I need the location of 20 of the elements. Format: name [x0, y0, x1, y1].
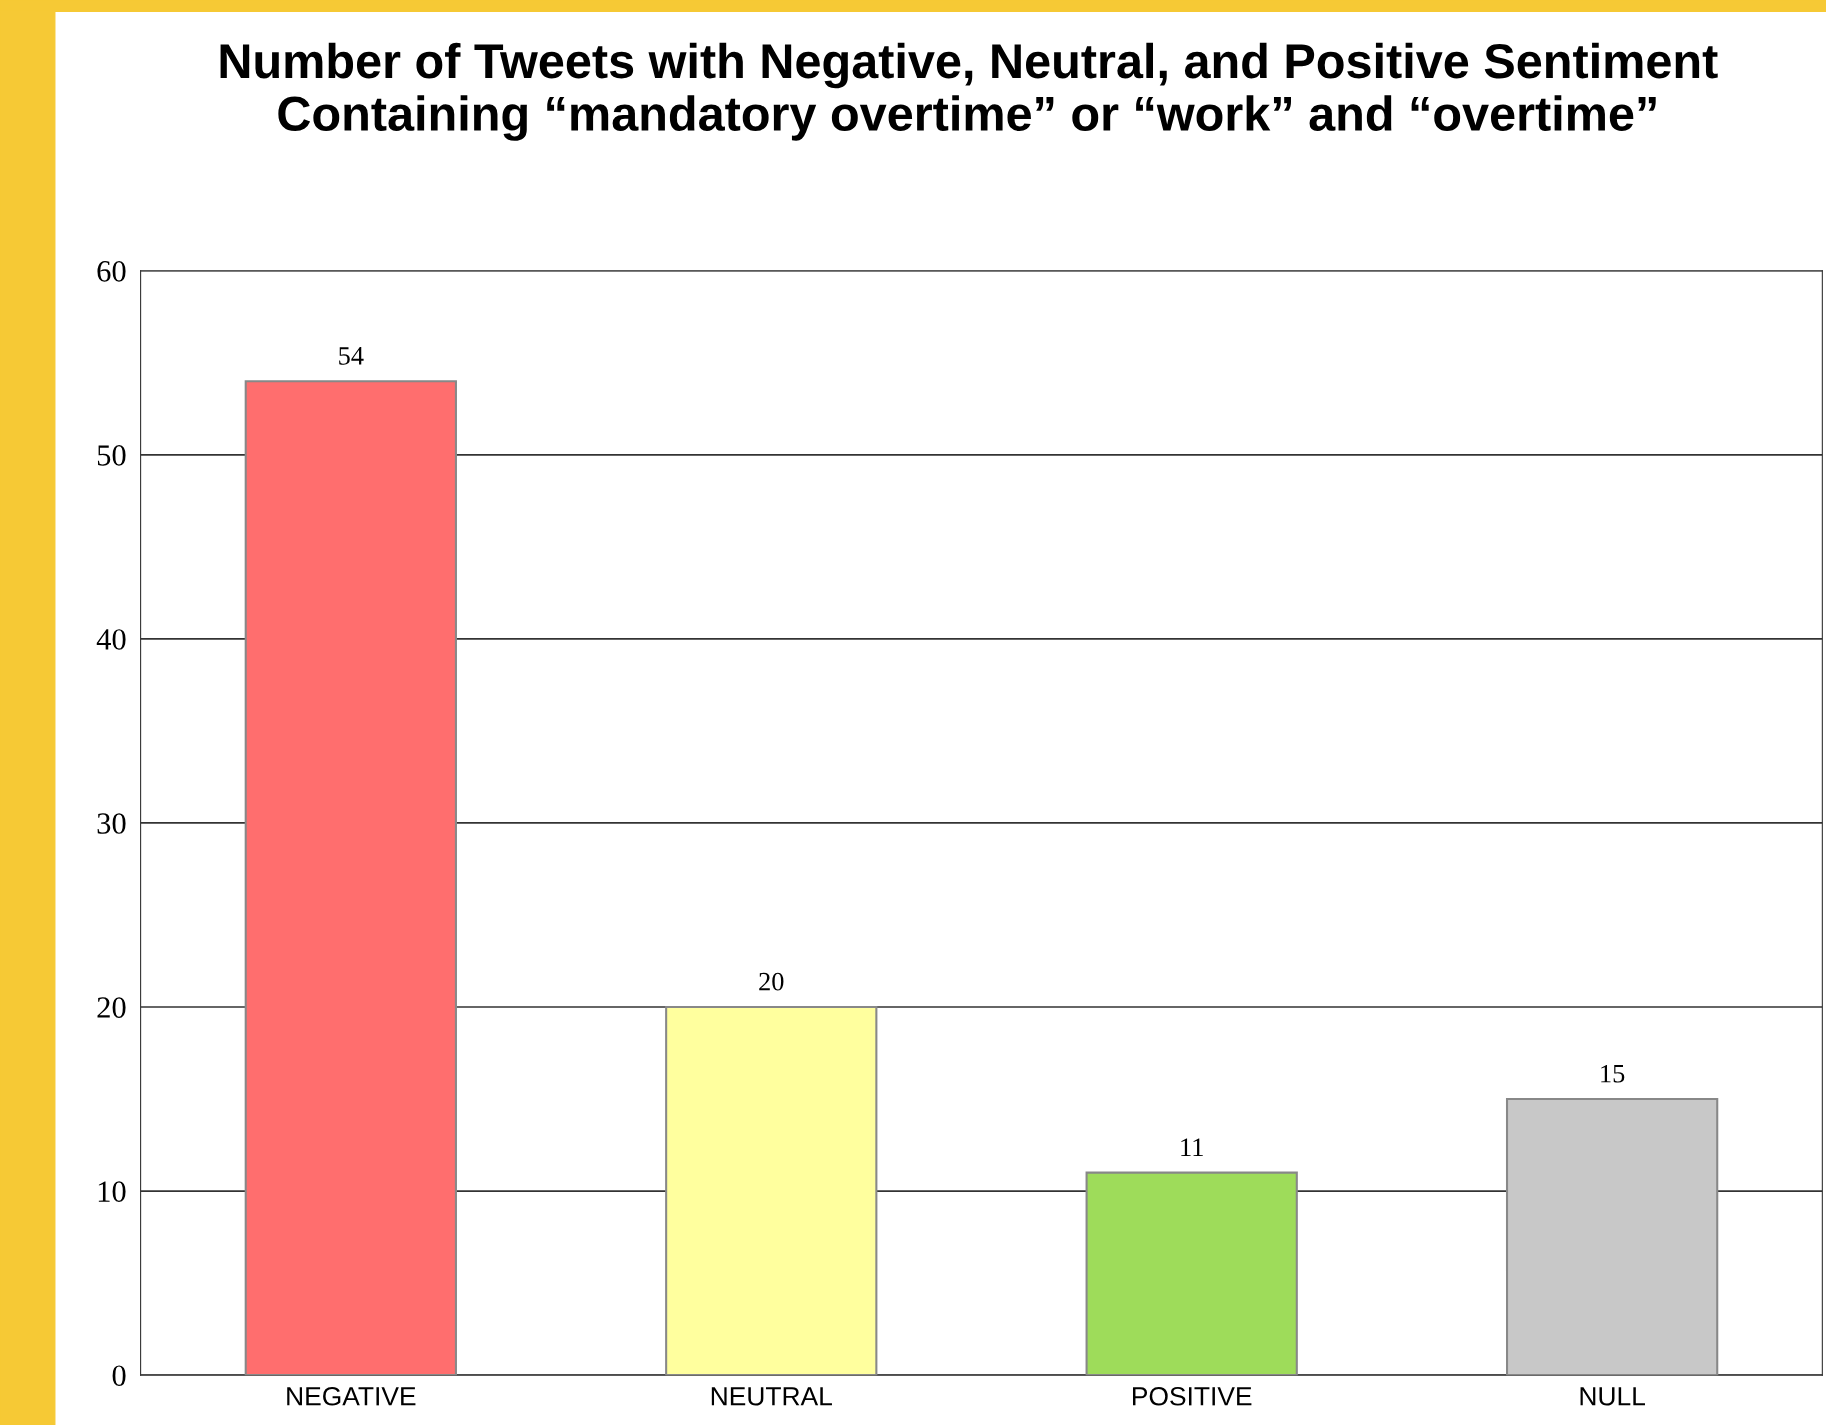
x-tick-label: NEUTRAL	[711, 1387, 832, 1406]
y-tick-label: 40	[96, 629, 126, 650]
y-tick-label: 20	[97, 997, 126, 1018]
y-tick-label: 0	[112, 1365, 126, 1387]
bar	[1085, 1171, 1298, 1376]
x-tick-label: NEGATIVE	[287, 1386, 416, 1406]
y-tick-label: 60	[97, 261, 126, 282]
data-label: 54	[339, 347, 364, 365]
x-tick-label: POSITIVE	[1133, 1386, 1252, 1406]
data-label: 20	[759, 972, 784, 991]
y-tick-label: 50	[97, 445, 126, 466]
bar	[1505, 1097, 1719, 1376]
bar	[665, 1005, 878, 1376]
x-tick-label: NULL	[1580, 1387, 1645, 1406]
bar	[244, 380, 457, 1376]
data-label: 11	[1181, 1138, 1203, 1156]
y-tick-label: 30	[97, 813, 126, 834]
chart-title: Number of Tweets with Negative, Neutral, and Positive Sentiment Containing “mandatory overtime” or “work” and “overtime”	[220, 42, 1718, 141]
data-label: 15	[1601, 1064, 1625, 1083]
y-tick-label: 10	[98, 1181, 126, 1202]
